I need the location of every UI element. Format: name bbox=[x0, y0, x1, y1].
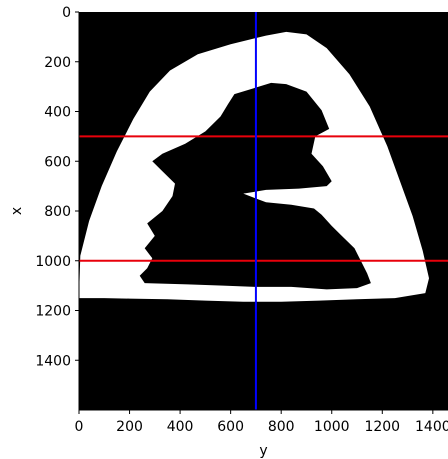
y-tick-label-7: 1400 bbox=[35, 353, 71, 369]
x-tick-label-5: 1000 bbox=[314, 419, 350, 435]
reference-lines bbox=[79, 12, 448, 410]
x-tick-label-4: 800 bbox=[268, 419, 295, 435]
y-tick-label-4: 800 bbox=[44, 204, 71, 220]
y-tick-label-2: 400 bbox=[44, 105, 71, 121]
x-tick-label-7: 1400 bbox=[415, 419, 448, 435]
x-axis-label: y bbox=[259, 443, 267, 459]
y-tick-label-1: 200 bbox=[44, 55, 71, 71]
x-tick-label-0: 0 bbox=[75, 419, 84, 435]
y-tick-label-5: 1000 bbox=[35, 254, 71, 270]
x-tick-label-1: 200 bbox=[116, 419, 143, 435]
axes: 0 200 400 600 800 1000 1200 1400 0 200 400 600 800 10… bbox=[35, 5, 448, 435]
x-tick-label-3: 600 bbox=[217, 419, 244, 435]
y-tick-label-6: 1200 bbox=[35, 304, 71, 320]
x-tick-label-6: 1200 bbox=[364, 419, 400, 435]
x-tick-label-2: 400 bbox=[167, 419, 194, 435]
y-tick-label-0: 0 bbox=[62, 5, 71, 21]
y-axis-label: x bbox=[9, 207, 25, 215]
y-tick-label-3: 600 bbox=[44, 154, 71, 170]
